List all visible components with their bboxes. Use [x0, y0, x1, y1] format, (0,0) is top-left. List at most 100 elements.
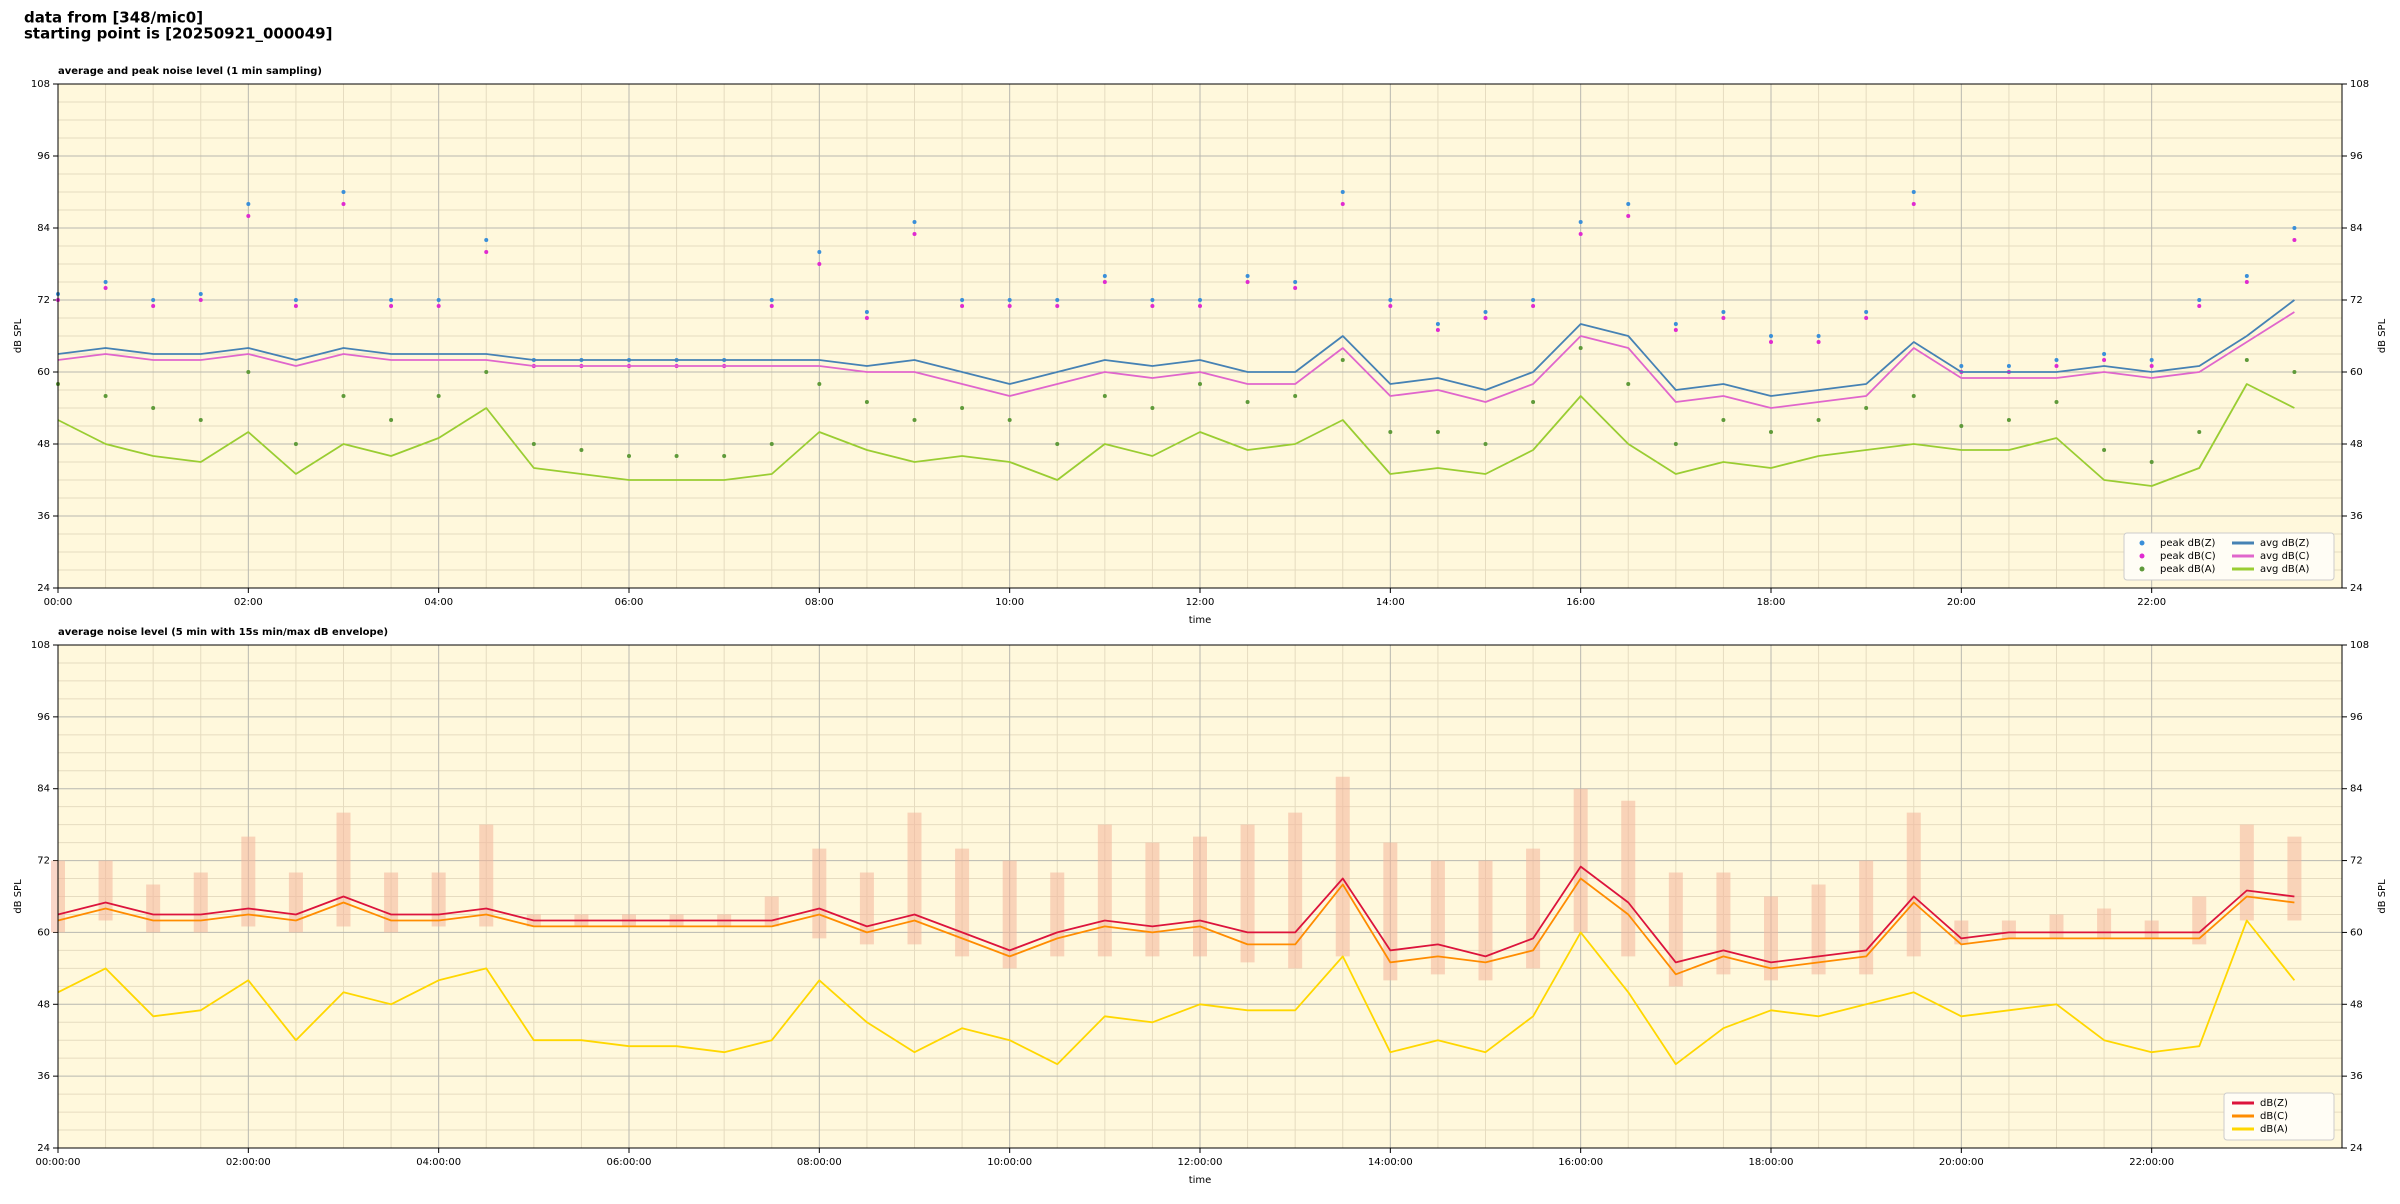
legend-label: avg dB(A)	[2260, 564, 2310, 575]
y-axis-label: dB SPL	[13, 879, 24, 914]
y-tick-label: 72	[37, 295, 50, 306]
peak-point	[341, 190, 346, 194]
x-tick-label: 04:00:00	[416, 1157, 461, 1168]
peak-point	[2149, 460, 2154, 464]
series-line	[57, 299, 2295, 397]
x-tick-label: 02:00	[234, 597, 263, 608]
peak-point	[1340, 358, 1345, 362]
peak-point	[912, 232, 917, 236]
peak-point	[1911, 190, 1916, 194]
peak-point	[1626, 382, 1631, 386]
peak-point	[769, 442, 774, 446]
y2-tick-label: 84	[2350, 223, 2363, 234]
y2-tick-label: 48	[2350, 999, 2363, 1010]
peak-point	[1578, 346, 1583, 350]
peak-point	[1245, 274, 1250, 278]
y2-tick-label: 24	[2350, 583, 2363, 594]
peak-point	[2149, 364, 2154, 368]
peak-point	[2102, 352, 2107, 356]
peak-point	[1959, 364, 1964, 368]
peak-point	[1055, 298, 1060, 302]
legend-label: dB(A)	[2260, 1124, 2288, 1135]
peak-point	[1959, 424, 1964, 428]
y-axis-label: dB SPL	[13, 318, 24, 353]
peak-point	[1102, 394, 1107, 398]
peak-point	[960, 406, 965, 410]
peak-point	[151, 304, 156, 308]
y2-tick-label: 36	[2350, 1071, 2363, 1082]
x-tick-label: 04:00	[424, 597, 453, 608]
peak-point	[1388, 304, 1393, 308]
chart-title: average noise level (5 min with 15s min/…	[58, 627, 388, 638]
peak-point	[2197, 298, 2202, 302]
peak-point	[103, 286, 108, 290]
peak-point	[1102, 274, 1107, 278]
plot-frame	[57, 644, 2343, 1149]
peak-point	[1340, 190, 1345, 194]
peak-point	[1435, 328, 1440, 332]
peak-point	[1388, 430, 1393, 434]
peak-point	[1673, 322, 1678, 326]
x-tick-label: 12:00:00	[1178, 1157, 1223, 1168]
peak-point	[1578, 232, 1583, 236]
peak-point	[817, 262, 822, 266]
legend-label: avg dB(Z)	[2260, 538, 2310, 549]
peak-point	[1340, 202, 1345, 206]
peak-point	[1864, 310, 1869, 314]
plot-frame	[57, 83, 2343, 589]
peak-point	[293, 304, 298, 308]
peak-point	[864, 400, 869, 404]
y2-tick-label: 60	[2350, 927, 2363, 938]
peak-point	[1721, 316, 1726, 320]
y-tick-label: 96	[37, 712, 50, 723]
peak-point	[817, 382, 822, 386]
peak-point	[436, 394, 441, 398]
peak-point	[864, 316, 869, 320]
peak-point	[1293, 394, 1298, 398]
peak-point	[198, 292, 203, 296]
peak-point	[436, 304, 441, 308]
y-tick-label: 108	[31, 640, 50, 651]
peak-point	[1673, 442, 1678, 446]
peak-point	[960, 298, 965, 302]
peak-point	[1293, 280, 1298, 284]
peak-point	[1816, 418, 1821, 422]
peak-point	[293, 298, 298, 302]
peak-point	[2197, 430, 2202, 434]
peak-point	[1150, 298, 1155, 302]
series-line	[57, 383, 2295, 487]
peak-point	[1911, 394, 1916, 398]
peak-point	[912, 220, 917, 224]
y-tick-label: 24	[37, 583, 50, 594]
x-tick-label: 20:00:00	[1939, 1157, 1984, 1168]
legend-label: dB(C)	[2260, 1111, 2288, 1122]
peak-point	[531, 442, 536, 446]
x-tick-label: 12:00	[1186, 597, 1215, 608]
x-tick-label: 22:00:00	[2129, 1157, 2174, 1168]
peak-point	[2006, 364, 2011, 368]
peak-point	[389, 298, 394, 302]
peak-point	[1578, 220, 1583, 224]
y2-tick-label: 72	[2350, 856, 2363, 867]
legend-label: avg dB(C)	[2260, 551, 2310, 562]
legend-label: peak dB(Z)	[2160, 538, 2216, 549]
peak-point	[769, 298, 774, 302]
peak-point	[293, 442, 298, 446]
peak-point	[103, 280, 108, 284]
legend-label: peak dB(C)	[2160, 551, 2216, 562]
peak-point	[2292, 226, 2297, 230]
peak-point	[1911, 202, 1916, 206]
peak-point	[1769, 334, 1773, 338]
header-source: data from [348/mic0]	[24, 9, 203, 27]
peak-point	[1483, 310, 1488, 314]
peak-point	[103, 394, 108, 398]
peak-point	[198, 298, 203, 302]
peak-point	[2197, 304, 2202, 308]
x-tick-label: 10:00	[995, 597, 1024, 608]
y2-axis-label: dB SPL	[2377, 879, 2388, 914]
x-tick-label: 18:00:00	[1749, 1157, 1794, 1168]
peak-point	[246, 214, 251, 218]
peak-point	[2244, 274, 2249, 278]
peak-point	[769, 304, 774, 308]
